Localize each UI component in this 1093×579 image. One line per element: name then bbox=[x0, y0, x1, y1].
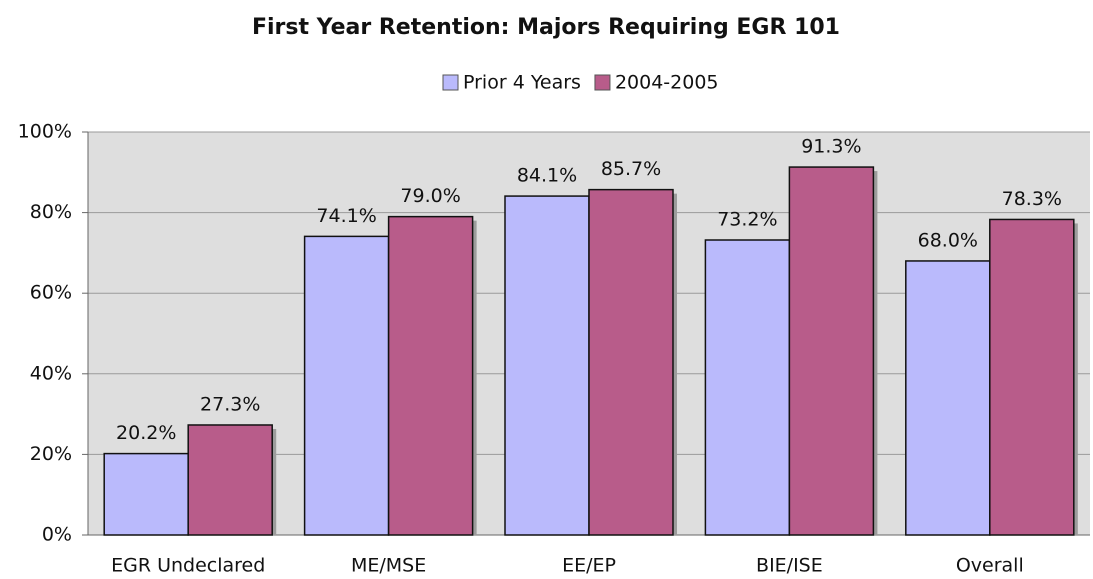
bar bbox=[905, 260, 991, 536]
y-tick-label: 40% bbox=[30, 362, 72, 384]
bar bbox=[504, 195, 590, 536]
y-tick-label: 60% bbox=[30, 282, 72, 304]
value-label: 79.0% bbox=[400, 185, 460, 207]
x-tick-label: EE/EP bbox=[562, 555, 616, 577]
bar bbox=[989, 218, 1075, 536]
x-tick-label: ME/MSE bbox=[351, 555, 426, 577]
bar bbox=[303, 235, 390, 536]
y-tick-label: 100% bbox=[18, 121, 72, 143]
bar bbox=[588, 188, 674, 536]
bar bbox=[103, 452, 189, 536]
x-tick-label: Overall bbox=[956, 555, 1024, 577]
bar bbox=[788, 166, 875, 536]
value-label: 20.2% bbox=[116, 422, 176, 444]
value-label: 27.3% bbox=[200, 393, 260, 415]
bar bbox=[187, 424, 273, 536]
bar bbox=[387, 215, 474, 536]
y-tick-label: 80% bbox=[30, 201, 72, 223]
value-label: 68.0% bbox=[918, 229, 978, 251]
legend-label: Prior 4 Years bbox=[463, 72, 581, 94]
y-tick-label: 0% bbox=[42, 524, 72, 546]
value-label: 85.7% bbox=[601, 158, 661, 180]
value-label: 78.3% bbox=[1002, 188, 1062, 210]
value-label: 74.1% bbox=[316, 205, 376, 227]
x-tick-label: BIE/ISE bbox=[756, 555, 823, 577]
bar bbox=[704, 239, 791, 536]
x-tick-label: EGR Undeclared bbox=[111, 555, 265, 577]
chart-title: First Year Retention: Majors Requiring E… bbox=[252, 15, 840, 40]
y-tick-label: 20% bbox=[30, 443, 72, 465]
legend-swatch bbox=[594, 74, 611, 91]
value-label: 84.1% bbox=[517, 165, 577, 187]
value-label: 73.2% bbox=[717, 209, 777, 231]
value-label: 91.3% bbox=[801, 136, 861, 158]
legend-swatch bbox=[442, 74, 459, 91]
legend-label: 2004-2005 bbox=[615, 72, 719, 94]
